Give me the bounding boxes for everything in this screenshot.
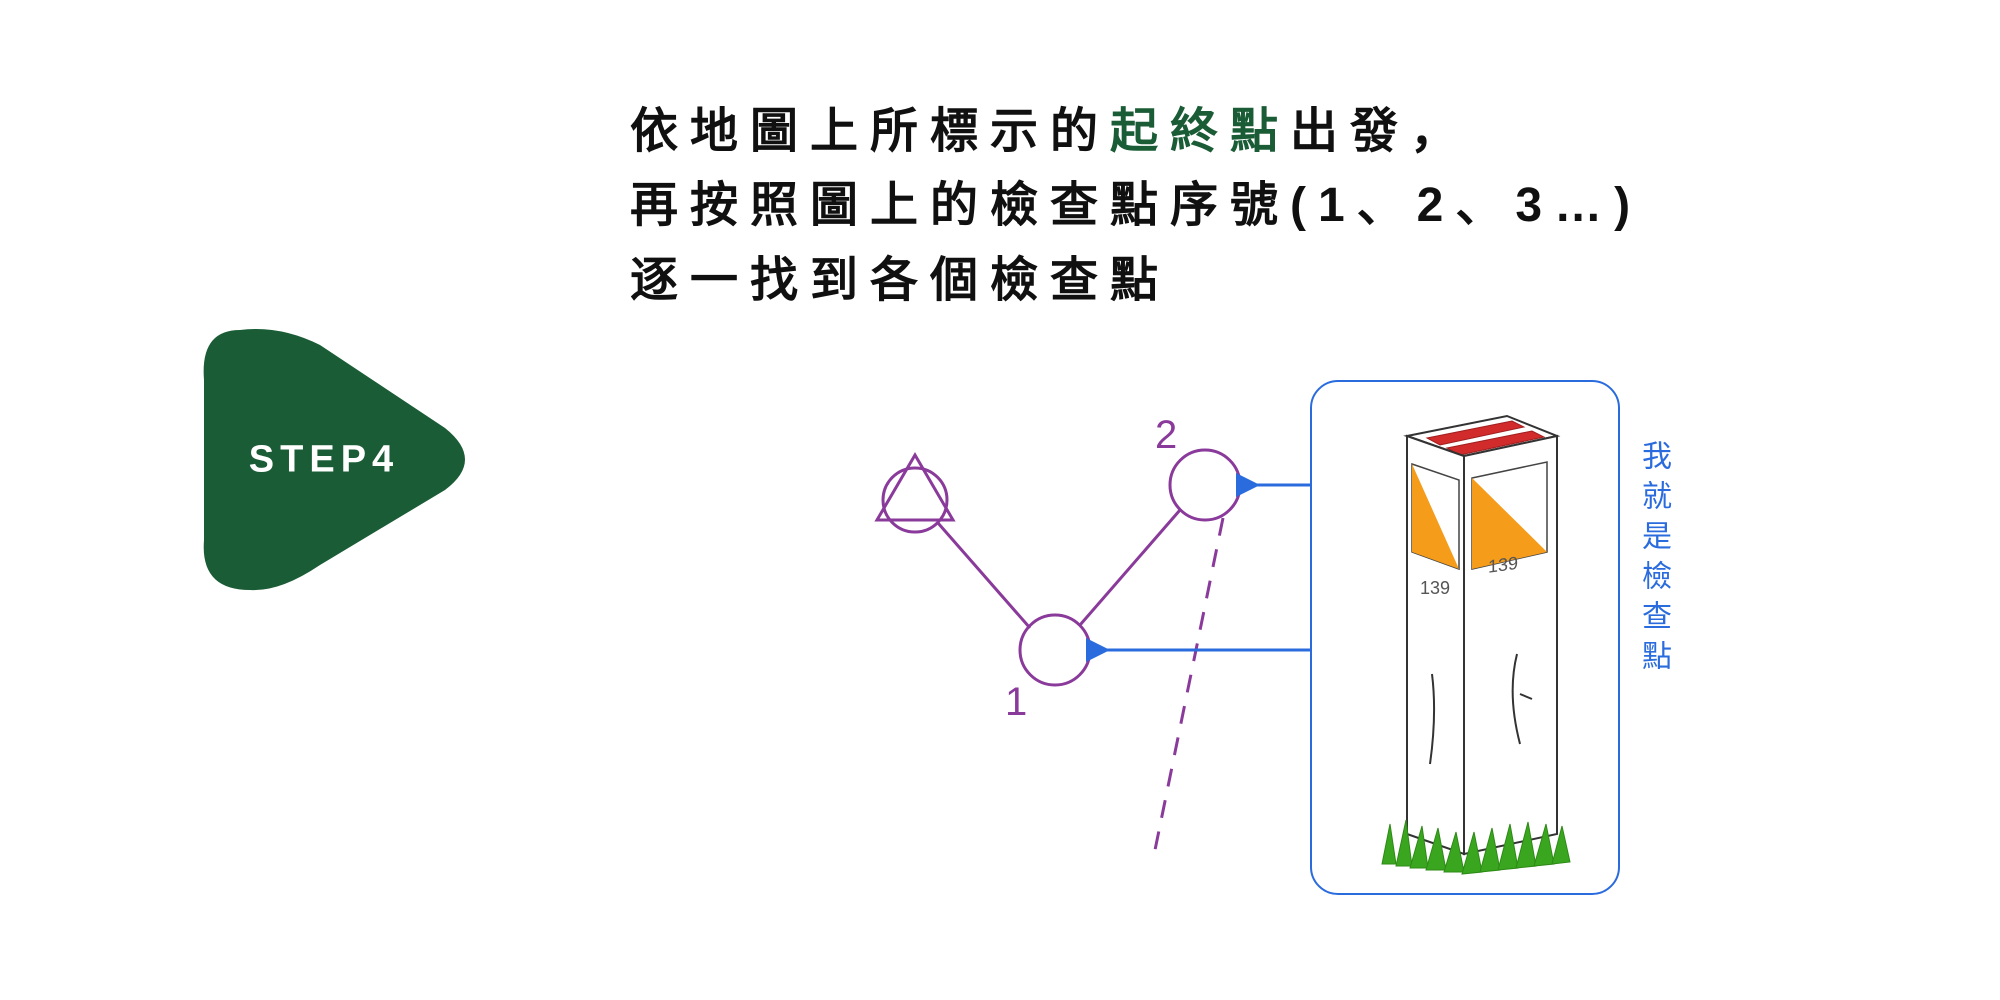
flag-right: [1472, 462, 1547, 569]
checkpoint-circle-1: [1020, 615, 1090, 685]
line1-prefix: 依地圖上所標示的: [630, 105, 1110, 158]
checkpoint-pillar-icon: 139 139: [1352, 394, 1582, 884]
instruction-line-3: 逐一找到各個檢查點: [630, 244, 1642, 318]
dashed-continuation: [1155, 518, 1223, 850]
point-label-1: 1: [1005, 680, 1027, 725]
pillar-caption: 我就是檢查點: [1628, 440, 1679, 680]
start-symbol-icon: [877, 455, 953, 532]
line1-highlight: 起終點: [1110, 105, 1290, 158]
pillar-box: 139 139: [1310, 380, 1620, 895]
pillar-number-right: 139: [1488, 553, 1518, 577]
checkpoint-map: [830, 370, 1350, 890]
checkpoint-circle-2: [1170, 450, 1240, 520]
instruction-text: 依地圖上所標示的起終點出發， 再按照圖上的檢查點序號(1、2、3…) 逐一找到各…: [630, 95, 1642, 318]
connector-1-2: [1080, 510, 1180, 625]
instruction-line-2: 再按照圖上的檢查點序號(1、2、3…): [630, 169, 1642, 243]
step-label: STEP4: [249, 439, 399, 482]
diagram-area: 1 2 139 139: [830, 370, 1660, 930]
connector-0-1: [938, 523, 1030, 628]
line1-suffix: 出發，: [1290, 105, 1470, 158]
step-badge: STEP4: [170, 300, 490, 620]
instruction-line-1: 依地圖上所標示的起終點出發，: [630, 95, 1642, 169]
flag-left: [1412, 464, 1459, 569]
pillar-number-left: 139: [1420, 578, 1450, 598]
point-label-2: 2: [1155, 413, 1177, 458]
